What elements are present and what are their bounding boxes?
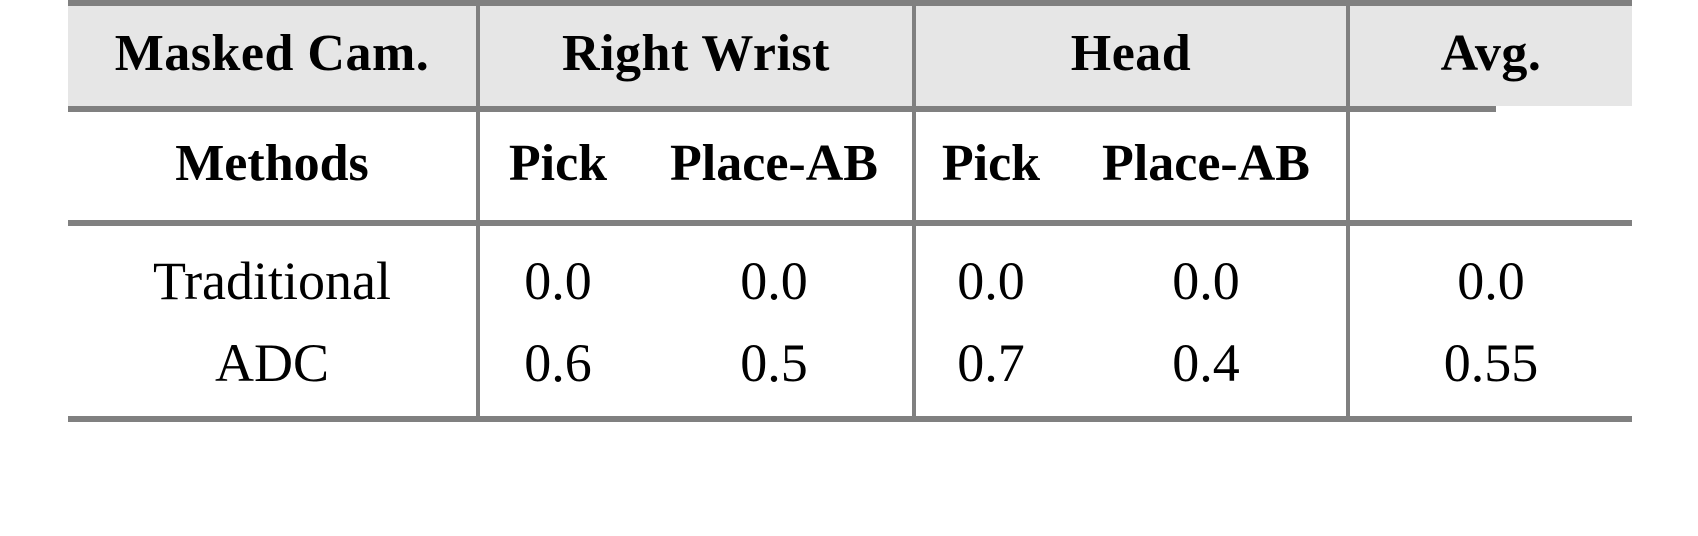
header-group-avg: Avg.	[1346, 6, 1632, 106]
cell-adc-right-wrist-place-ab: 0.5	[740, 333, 808, 393]
header-group-row: Masked Cam. Right Wrist Head Avg.	[68, 6, 1632, 106]
subheader-right-wrist-pick: Pick	[476, 112, 636, 220]
cell-traditional-head-pick: 0.0	[912, 226, 1066, 322]
top-rule-line	[68, 0, 1632, 6]
subheader-methods: Methods	[175, 135, 369, 192]
bottom-rule-line	[68, 416, 1632, 422]
header-mid-rule	[68, 106, 1632, 112]
header-bottom-rule-cell	[68, 220, 1632, 226]
subheader-head-place-ab: Place-AB	[1102, 135, 1310, 192]
cell-adc-avg: 0.55	[1346, 322, 1632, 416]
cell-traditional-right-wrist-pick: 0.0	[476, 226, 636, 322]
cell-adc-head-pick: 0.7	[912, 322, 1066, 416]
header-bottom-rule	[68, 220, 1632, 226]
table-top-rule	[68, 0, 1632, 6]
header-sub-row: Methods Pick Place-AB Pick Place-AB	[68, 112, 1632, 220]
cell-adc-right-wrist-pick: 0.6	[476, 322, 636, 416]
cell-method-adc: ADC	[214, 333, 329, 393]
table-bottom-rule	[68, 416, 1632, 422]
cell-adc-head-place-ab: 0.4	[1172, 333, 1240, 393]
header-group-masked-cam: Masked Cam.	[68, 6, 478, 106]
header-bottom-rule-line	[68, 220, 1632, 226]
cell-traditional-avg: 0.0	[1346, 226, 1632, 322]
subheader-avg-empty	[1346, 112, 1632, 220]
subheader-head-pick: Pick	[912, 112, 1066, 220]
subheader-right-wrist-place-ab: Place-AB	[670, 135, 878, 192]
table-row: Traditional 0.0 0.0 0.0 0.0 0.0	[68, 226, 1632, 322]
mid-rule-cell	[68, 106, 1632, 112]
results-table-container: Masked Cam. Right Wrist Head Avg. Method…	[68, 0, 1632, 536]
bottom-rule-cell	[68, 416, 1632, 422]
cell-traditional-right-wrist-place-ab: 0.0	[740, 251, 808, 311]
masked-camera-results-table: Masked Cam. Right Wrist Head Avg. Method…	[68, 0, 1632, 422]
header-group-right-wrist: Right Wrist	[476, 6, 914, 106]
top-rule-cell	[68, 0, 1632, 6]
header-group-head: Head	[912, 6, 1348, 106]
mid-rule-line	[68, 106, 1496, 112]
cell-traditional-head-place-ab: 0.0	[1172, 251, 1240, 311]
table-row: ADC 0.6 0.5 0.7 0.4 0.55	[68, 322, 1632, 416]
cell-method-traditional: Traditional	[152, 251, 392, 311]
